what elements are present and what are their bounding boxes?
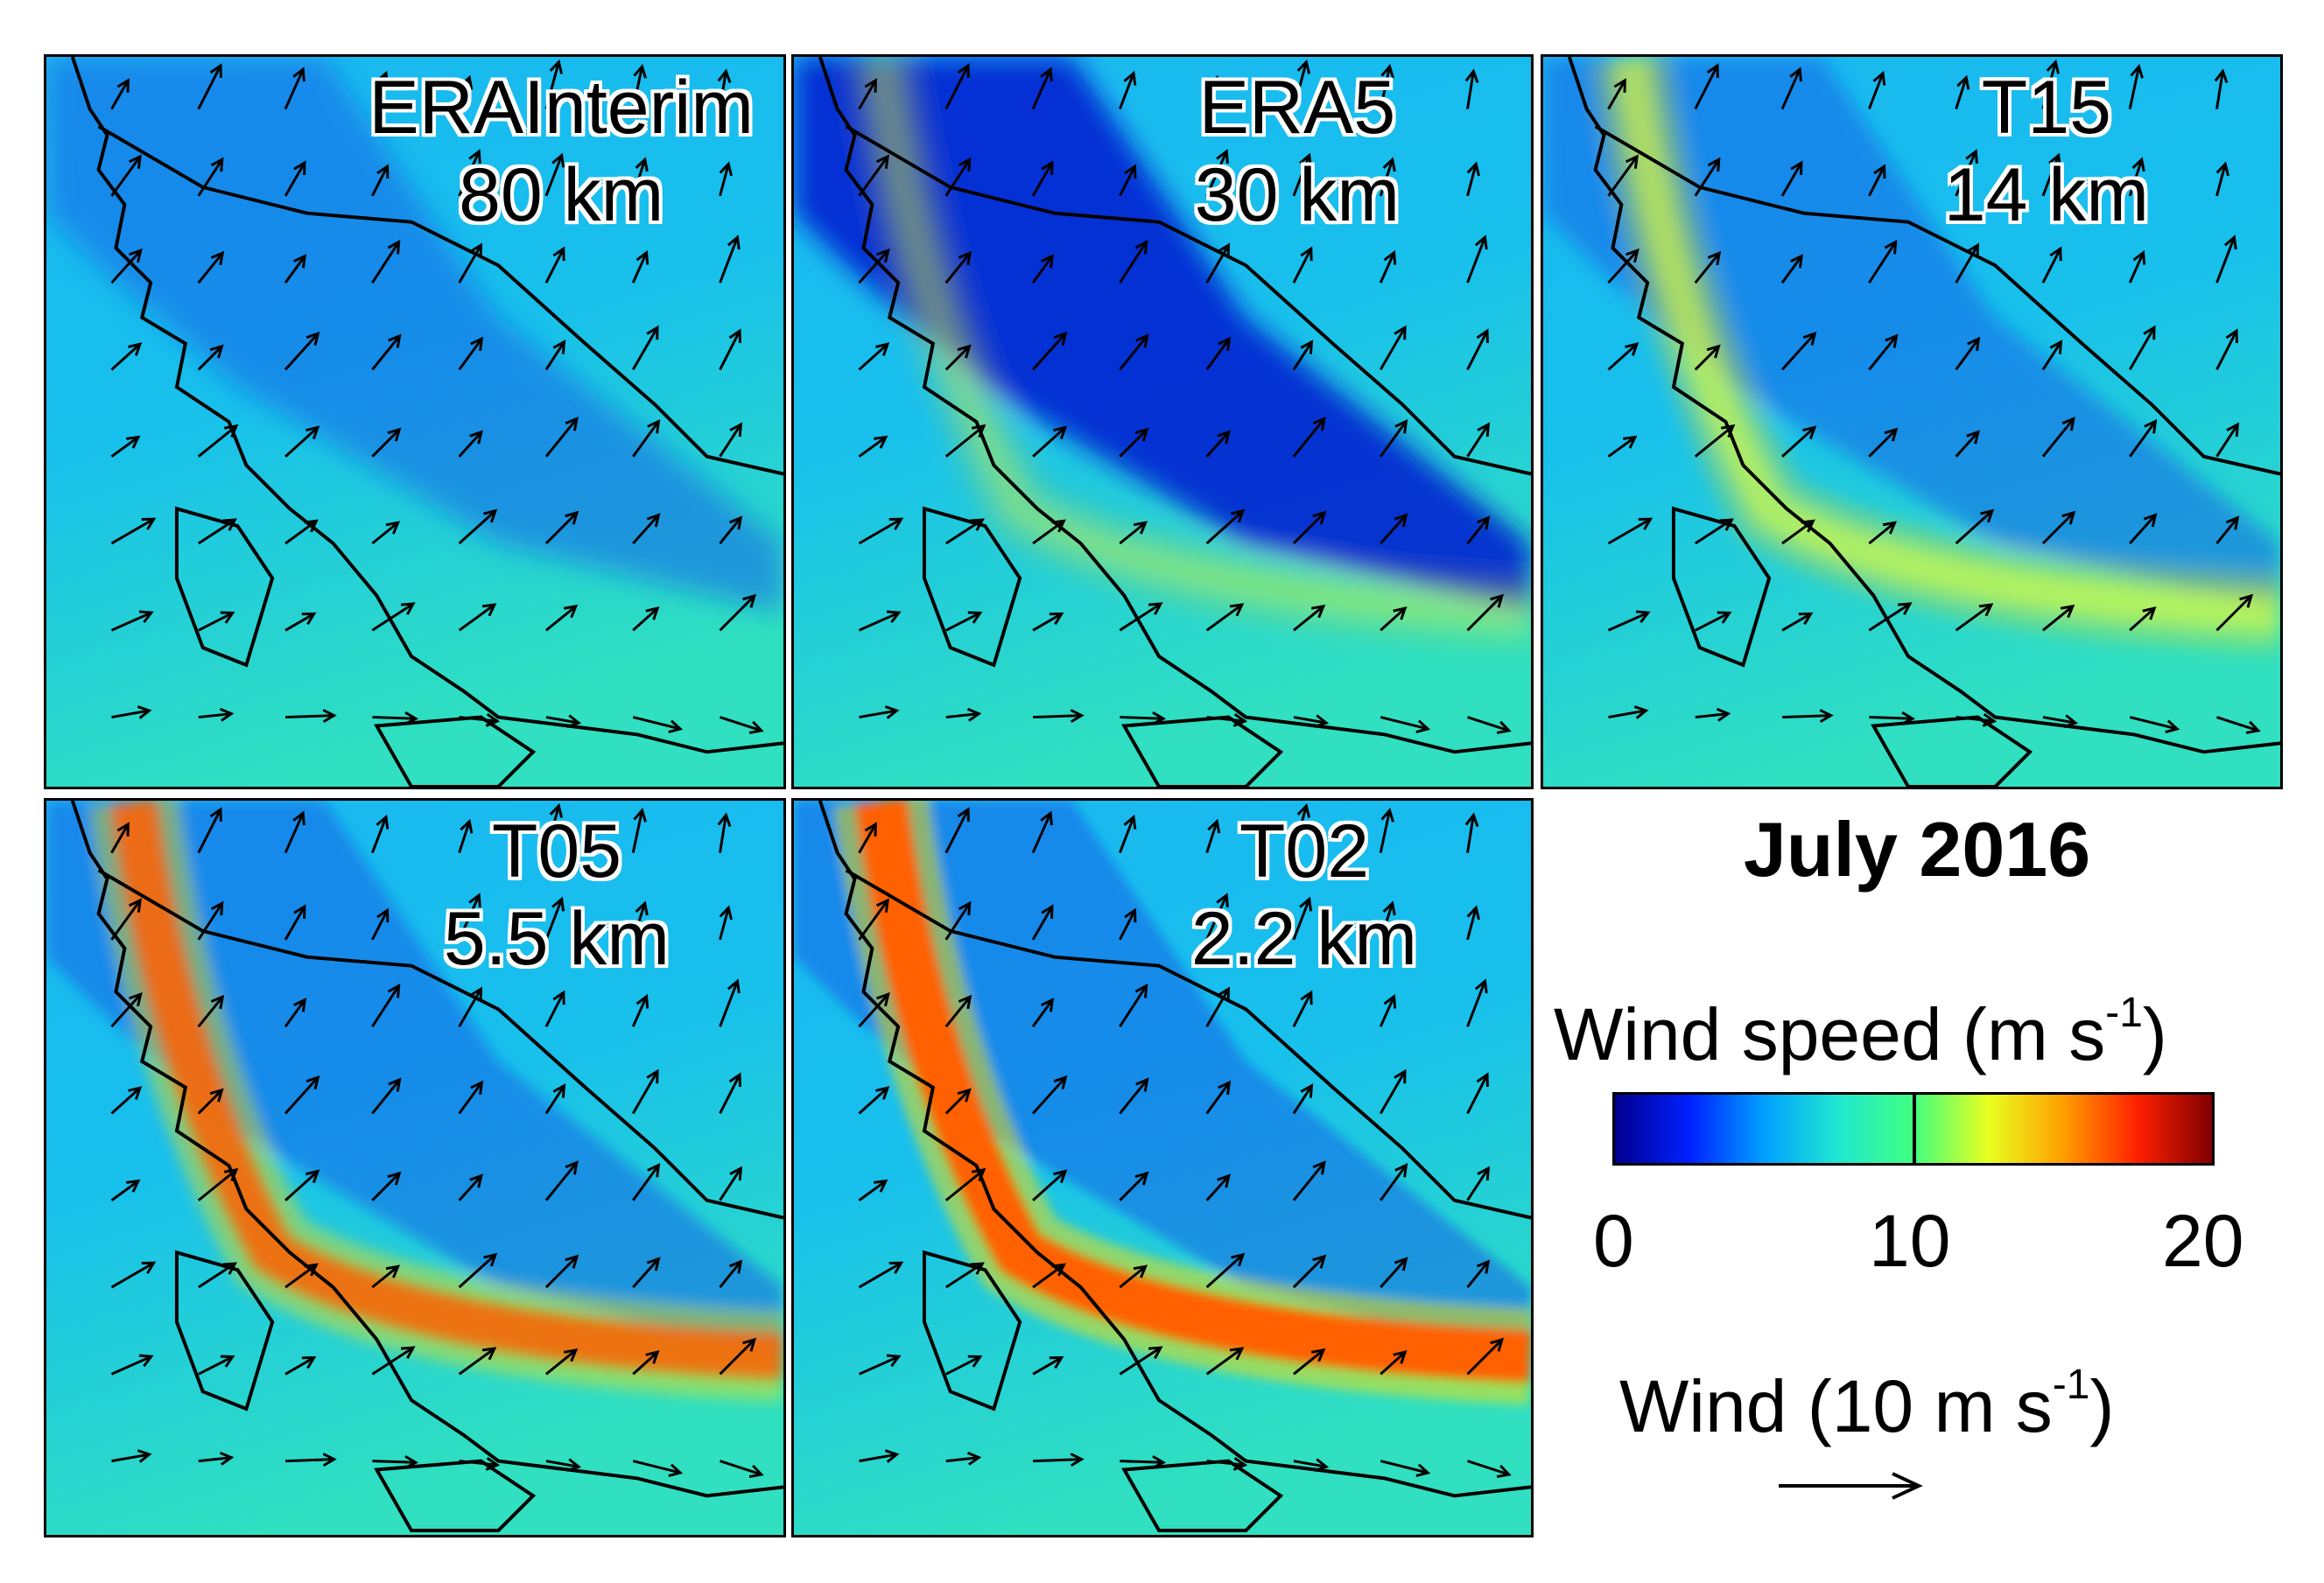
model-name: T05 bbox=[491, 809, 622, 893]
colorbar-tick-0: 0 bbox=[1593, 1200, 1634, 1282]
wind-vector-title-exponent: -1 bbox=[2052, 1362, 2090, 1408]
model-name: ERA5 bbox=[1198, 66, 1396, 150]
model-resolution: 30 km bbox=[1194, 153, 1400, 237]
panel-t02: T02 2.2 km bbox=[791, 798, 1534, 1537]
model-name: T02 bbox=[1239, 809, 1370, 893]
panel-erainterim: ERAInterim 80 km bbox=[44, 54, 786, 789]
map-t05 bbox=[46, 801, 783, 1535]
panel-title: ERA5 30 km bbox=[1195, 64, 1400, 239]
panel-title: T05 5.5 km bbox=[444, 808, 670, 983]
colorbar-midline bbox=[1913, 1095, 1916, 1163]
model-resolution: 80 km bbox=[459, 153, 664, 237]
panel-t15: T15 14 km bbox=[1541, 54, 2283, 789]
wind-vector-title: Wind (10 m s-1) bbox=[1619, 1361, 2114, 1449]
panel-title: T02 2.2 km bbox=[1191, 808, 1417, 983]
map-erainterim bbox=[46, 57, 783, 787]
panel-title: T15 14 km bbox=[1944, 64, 2149, 239]
model-resolution: 14 km bbox=[1943, 153, 2149, 237]
colorbar-title-end: ) bbox=[2142, 993, 2167, 1075]
colorbar bbox=[1612, 1092, 2215, 1166]
map-era5 bbox=[794, 57, 1531, 787]
legend-month: July 2016 bbox=[1743, 806, 2091, 893]
colorbar-title-text: Wind speed (m s bbox=[1554, 993, 2106, 1075]
colorbar-title-exponent: -1 bbox=[2105, 990, 2143, 1036]
panel-era5: ERA5 30 km bbox=[791, 54, 1534, 789]
panel-t05: T05 5.5 km bbox=[44, 798, 786, 1537]
model-resolution: 2.2 km bbox=[1190, 897, 1417, 981]
model-name: T15 bbox=[1981, 66, 2111, 150]
wind-vector-title-end: ) bbox=[2089, 1365, 2115, 1447]
model-name: ERAInterim bbox=[369, 66, 754, 150]
model-resolution: 5.5 km bbox=[443, 897, 670, 981]
colorbar-tick-10: 10 bbox=[1869, 1200, 1951, 1282]
wind-reference-arrow-icon bbox=[1779, 1472, 1923, 1500]
colorbar-tick-20: 20 bbox=[2162, 1200, 2244, 1282]
panel-title: ERAInterim 80 km bbox=[369, 64, 754, 239]
colorbar-title: Wind speed (m s-1) bbox=[1554, 989, 2167, 1077]
wind-vector-title-text: Wind (10 m s bbox=[1619, 1365, 2053, 1447]
map-t02 bbox=[794, 801, 1531, 1535]
map-t15 bbox=[1543, 57, 2280, 787]
